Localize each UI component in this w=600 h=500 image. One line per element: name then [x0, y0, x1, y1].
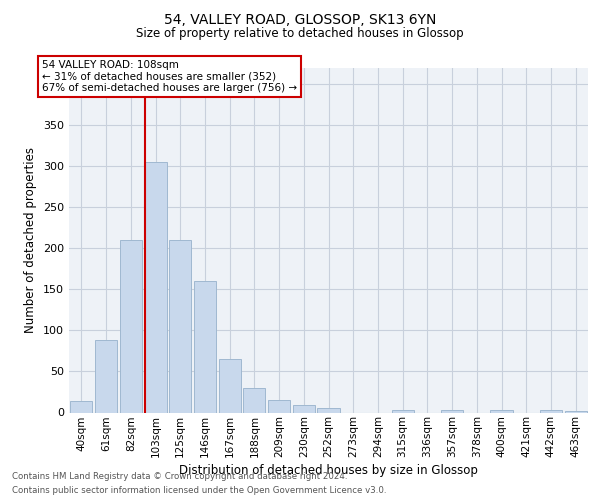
Bar — [441, 410, 463, 412]
Bar — [70, 401, 92, 412]
X-axis label: Distribution of detached houses by size in Glossop: Distribution of detached houses by size … — [179, 464, 478, 477]
Text: Size of property relative to detached houses in Glossop: Size of property relative to detached ho… — [136, 28, 464, 40]
Bar — [95, 340, 117, 412]
Bar — [145, 162, 167, 412]
Bar — [392, 410, 414, 412]
Bar — [540, 410, 562, 412]
Y-axis label: Number of detached properties: Number of detached properties — [25, 147, 37, 333]
Bar — [243, 388, 265, 412]
Bar — [194, 281, 216, 412]
Bar — [293, 405, 315, 412]
Bar — [565, 411, 587, 412]
Text: 54 VALLEY ROAD: 108sqm
← 31% of detached houses are smaller (352)
67% of semi-de: 54 VALLEY ROAD: 108sqm ← 31% of detached… — [42, 60, 297, 93]
Text: Contains HM Land Registry data © Crown copyright and database right 2024.: Contains HM Land Registry data © Crown c… — [12, 472, 347, 481]
Text: 54, VALLEY ROAD, GLOSSOP, SK13 6YN: 54, VALLEY ROAD, GLOSSOP, SK13 6YN — [164, 12, 436, 26]
Text: Contains public sector information licensed under the Open Government Licence v3: Contains public sector information licen… — [12, 486, 386, 495]
Bar — [490, 410, 512, 412]
Bar — [169, 240, 191, 412]
Bar — [317, 408, 340, 412]
Bar — [268, 400, 290, 412]
Bar — [218, 359, 241, 412]
Bar — [119, 240, 142, 412]
